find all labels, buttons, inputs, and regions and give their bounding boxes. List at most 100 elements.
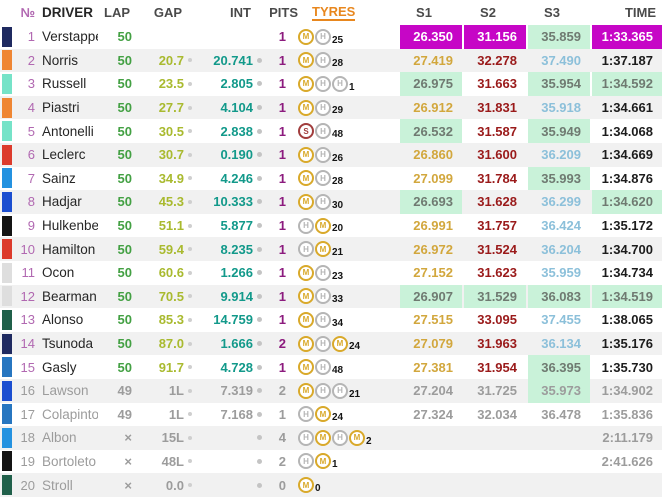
sector1-cell: 27.419 bbox=[413, 52, 453, 68]
gap-trend-icon bbox=[188, 129, 192, 134]
gap-trend bbox=[184, 223, 193, 228]
team-color-bar bbox=[2, 357, 12, 378]
driver-name: Bearman bbox=[42, 288, 97, 304]
lap-count: 50 bbox=[117, 100, 132, 116]
pit-count: 1 bbox=[278, 170, 286, 186]
sector3-cell bbox=[528, 426, 590, 450]
gap-trend-icon bbox=[188, 199, 192, 204]
sector3-cell: 35.993 bbox=[528, 166, 590, 191]
interval-trend-icon bbox=[257, 411, 262, 417]
tyre-stint-count: 1 bbox=[349, 81, 355, 93]
tyre-compound-icon: M bbox=[298, 99, 314, 116]
sector1-cell bbox=[400, 473, 462, 497]
pit-count: 0 bbox=[278, 477, 286, 493]
gap-value: 70.5 bbox=[158, 288, 184, 304]
pit-count: 1 bbox=[278, 76, 286, 92]
team-bar-cell bbox=[0, 427, 13, 448]
driver-row[interactable]: 10 Hamilton 50 59.4 8.235 1 H M 21 26.972 31.524 36… bbox=[0, 237, 662, 261]
team-color-bar bbox=[2, 144, 12, 165]
lap-count: 49 bbox=[117, 406, 132, 422]
laptime-cell: 2:41.626 bbox=[601, 453, 653, 469]
driver-row[interactable]: 15 Gasly 50 91.7 4.728 1 M H 48 27.381 31.954 36.39… bbox=[0, 355, 662, 379]
sector2-cell: 32.278 bbox=[477, 52, 517, 68]
tyre-compound-icon: M bbox=[298, 311, 314, 328]
driver-row[interactable]: 8 Hadjar 50 45.3 10.333 1 M H 30 26.693 31.628 36.2… bbox=[0, 190, 662, 214]
sector2-cell bbox=[464, 450, 526, 474]
gap-value: 51.1 bbox=[158, 218, 184, 234]
gap-value: 48L bbox=[161, 453, 184, 469]
driver-row[interactable]: 16 Lawson 49 1L 7.319 2 M H H 21 27.204 31.725 35.97… bbox=[0, 378, 662, 403]
header-tyres-sort[interactable]: TYRES bbox=[298, 0, 398, 25]
gap-value: 20.7 bbox=[158, 52, 184, 68]
driver-row[interactable]: 3 Russell 50 23.5 2.805 1 M H H 1 26.975 31.663 35.9… bbox=[0, 72, 662, 96]
tyre-compound-icon: M bbox=[298, 382, 314, 399]
team-color-bar bbox=[2, 50, 12, 71]
sector1-cell: 26.693 bbox=[400, 190, 462, 214]
interval-trend bbox=[253, 364, 266, 370]
header-lap: LAP bbox=[104, 5, 130, 20]
driver-name: Stroll bbox=[42, 477, 73, 493]
driver-row[interactable]: 11 Ocon 50 60.6 1.266 1 M H 23 27.152 31.623 35.959… bbox=[0, 260, 662, 285]
position-number: 11 bbox=[21, 265, 36, 281]
sector2-cell: 31.524 bbox=[477, 241, 517, 257]
driver-row[interactable]: 5 Antonelli 50 30.5 2.838 1 S H 48 26.532 31.587 35… bbox=[0, 119, 662, 143]
tyre-compound-icon: M bbox=[298, 477, 314, 494]
tyre-history: M H 23 bbox=[286, 261, 398, 285]
team-bar-cell bbox=[0, 286, 13, 307]
team-bar-cell bbox=[0, 451, 13, 472]
header-time: TIME bbox=[624, 5, 656, 20]
driver-name: Piastri bbox=[42, 100, 80, 116]
interval-value: 0.190 bbox=[220, 147, 253, 163]
interval-trend-icon bbox=[257, 57, 262, 63]
interval-trend-icon bbox=[257, 482, 262, 488]
gap-value: 91.7 bbox=[158, 359, 184, 375]
driver-row[interactable]: 17 Colapinto 49 1L 7.168 1 H M 24 27.324 32.034 36.… bbox=[0, 402, 662, 427]
driver-row[interactable]: 13 Alonso 50 85.3 14.759 1 M H 34 27.515 33.095 37.… bbox=[0, 308, 662, 332]
gap-value: 30.7 bbox=[158, 147, 184, 163]
driver-row[interactable]: 6 Leclerc 50 30.7 0.190 1 M H 26 26.860 31.600 36.2… bbox=[0, 142, 662, 167]
lap-count: 50 bbox=[117, 265, 132, 281]
interval-value: 5.877 bbox=[220, 218, 253, 234]
team-bar-cell bbox=[0, 97, 13, 118]
team-color-bar bbox=[2, 26, 12, 47]
driver-row[interactable]: 20 Stroll × 0.0 0 M 0 bbox=[0, 473, 662, 497]
interval-value: 14.759 bbox=[213, 312, 253, 328]
tyre-compound-icon: M bbox=[298, 28, 314, 45]
gap-trend-icon bbox=[188, 294, 192, 299]
position-number: 5 bbox=[27, 123, 35, 139]
driver-row[interactable]: 19 Bortoleto × 48L 2 H M 1 2:41.626 bbox=[0, 449, 662, 474]
team-bar-cell bbox=[0, 357, 13, 378]
tyre-compound-icon: S bbox=[298, 123, 314, 140]
tyre-stint-count: 33 bbox=[332, 294, 344, 306]
sector1-cell bbox=[400, 450, 462, 474]
interval-value: 10.333 bbox=[213, 194, 253, 210]
gap-trend bbox=[184, 341, 193, 346]
sector3-cell bbox=[528, 450, 590, 474]
team-color-bar bbox=[2, 286, 12, 307]
driver-row[interactable]: 18 Albon × 15L 4 H M H M 2 2:11.179 bbox=[0, 426, 662, 450]
team-color-bar bbox=[2, 404, 12, 425]
tyre-history: M H 34 bbox=[286, 308, 398, 332]
interval-trend-icon bbox=[257, 341, 262, 347]
tyre-compound-icon: H bbox=[332, 75, 348, 92]
driver-row[interactable]: 14 Tsunoda 50 87.0 1.666 2 M H M 24 27.079 31.963 36… bbox=[0, 331, 662, 356]
sector2-cell: 31.784 bbox=[477, 170, 517, 186]
interval-value: 7.168 bbox=[220, 406, 253, 422]
driver-row[interactable]: 2 Norris 50 20.7 20.741 1 M H 28 27.419 32.278 37.4… bbox=[0, 48, 662, 73]
driver-row[interactable]: 7 Sainz 50 34.9 4.246 1 M H 28 27.099 31.784 35.993… bbox=[0, 166, 662, 191]
driver-row[interactable]: 1Verstappen501MH2526.35031.15635.8591:33… bbox=[0, 25, 662, 49]
pit-count: 1 bbox=[278, 100, 286, 116]
tyre-history: M H 29 bbox=[286, 96, 398, 120]
driver-name: Sainz bbox=[42, 170, 76, 186]
sector3-cell: 35.959 bbox=[541, 265, 581, 281]
driver-row[interactable]: 12 Bearman 50 70.5 9.914 1 M H 33 26.907 31.529 36.… bbox=[0, 284, 662, 309]
driver-row[interactable]: 4 Piastri 50 27.7 4.104 1 M H 29 26.912 31.831 35.9… bbox=[0, 95, 662, 120]
table-header: № DRIVER LAP GAP INT PITS TYRES S1 S2 S3… bbox=[0, 0, 662, 25]
team-color-bar bbox=[2, 262, 12, 283]
laptime-cell: 1:34.661 bbox=[601, 100, 653, 116]
sector3-cell: 36.209 bbox=[541, 147, 581, 163]
tyre-compound-icon: H bbox=[315, 170, 331, 187]
interval-value: 4.728 bbox=[220, 359, 253, 375]
